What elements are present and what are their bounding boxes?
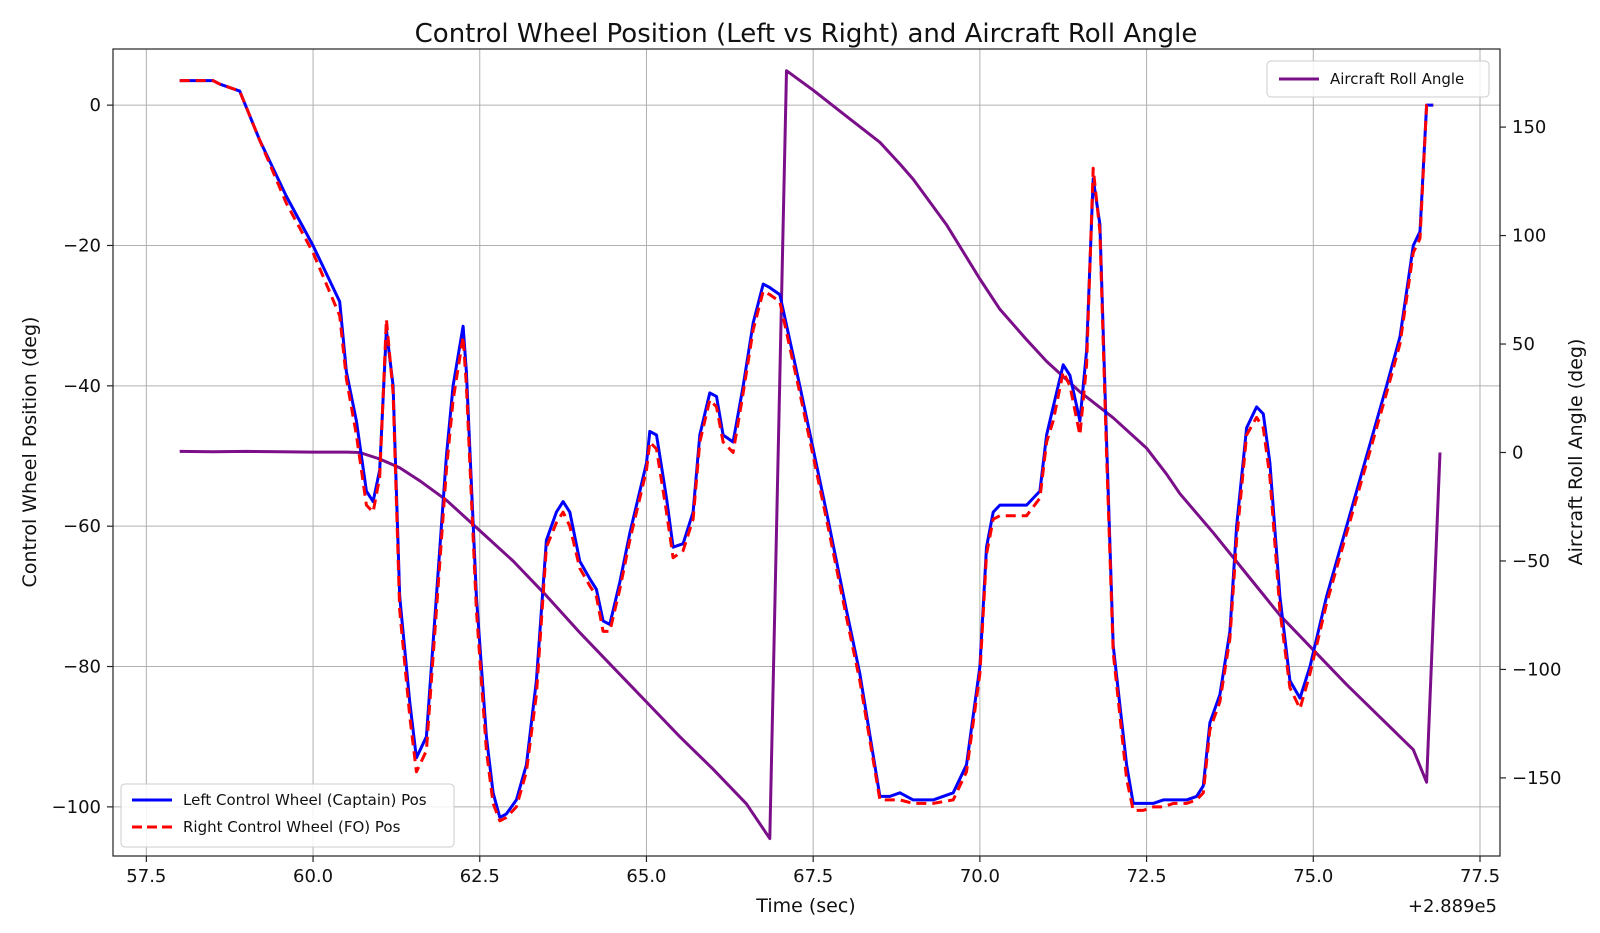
legend-roll: Aircraft Roll Angle (1266, 60, 1490, 98)
x-tick-label: 62.5 (460, 866, 500, 887)
legend-left-wheel-label: Left Control Wheel (Captain) Pos (183, 791, 427, 809)
series-line-right-wheel (179, 79, 1434, 823)
y-left-tick-label: 0 (90, 95, 101, 116)
x-tick-label: 60.0 (293, 866, 333, 887)
y-right-tick-label: 50 (1512, 334, 1535, 355)
legend-wheels: Left Control Wheel (Captain) Pos Right C… (120, 783, 455, 848)
chart-title: Control Wheel Position (Left vs Right) a… (415, 19, 1198, 49)
legend-roll-label: Aircraft Roll Angle (1330, 70, 1464, 88)
y-right-tick-label: 100 (1512, 226, 1546, 247)
x-tick-label: 70.0 (960, 866, 1000, 887)
x-tick-label: 67.5 (793, 866, 833, 887)
y-axis-label-right: Aircraft Roll Angle (deg) (1565, 339, 1587, 566)
y-left-tick-label: −100 (52, 797, 101, 818)
x-tick-label: 57.5 (126, 866, 166, 887)
y-right-tick-label: −50 (1512, 551, 1550, 572)
grid (113, 49, 1500, 856)
y-right-tick-label: 150 (1512, 117, 1546, 138)
y-left-tick-label: −20 (63, 235, 101, 256)
legend-wheels-box (120, 783, 455, 848)
plot-series (179, 69, 1442, 841)
y-right-tick-label: −100 (1512, 659, 1561, 680)
y-axis-label-left: Control Wheel Position (deg) (19, 317, 41, 588)
series-line-roll-angle (179, 69, 1442, 841)
y-left-tick-label: −40 (63, 376, 101, 397)
legend-right-wheel-label: Right Control Wheel (FO) Pos (183, 818, 401, 836)
legend-roll-box (1266, 60, 1490, 98)
x-axis-label: Time (sec) (755, 895, 855, 917)
y-left-tick-label: −60 (63, 516, 101, 537)
y-right-tick-label: −150 (1512, 768, 1561, 789)
x-tick-label: 72.5 (1127, 866, 1167, 887)
y-left-tick-label: −80 (63, 657, 101, 678)
x-offset-label: +2.889e5 (1408, 896, 1497, 917)
axis-ticks: 57.5 60.0 62.5 65.0 67.5 70.0 72.5 75.0 77.5 0 −20… (52, 95, 1562, 887)
x-tick-label: 75.0 (1293, 866, 1333, 887)
y-right-tick-label: 0 (1512, 443, 1523, 464)
x-tick-label: 77.5 (1460, 866, 1500, 887)
x-tick-label: 65.0 (626, 866, 666, 887)
